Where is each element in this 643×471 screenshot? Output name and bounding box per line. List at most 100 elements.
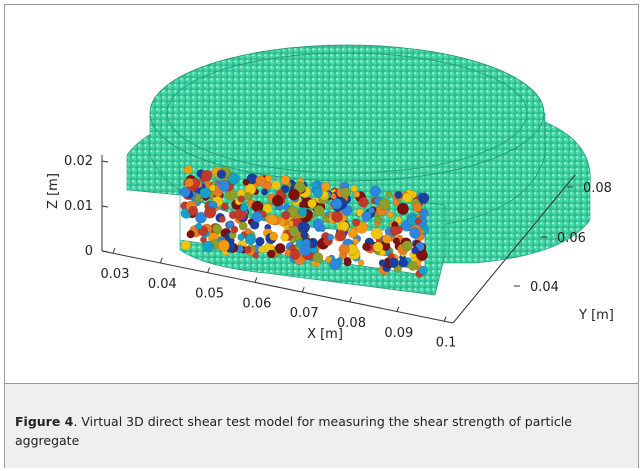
particle bbox=[181, 241, 191, 251]
particle bbox=[373, 242, 383, 252]
particle bbox=[281, 175, 290, 184]
tick bbox=[208, 268, 210, 273]
x-tick-label: 0.1 bbox=[436, 336, 457, 351]
particle bbox=[195, 223, 202, 230]
tick bbox=[255, 277, 257, 282]
particle bbox=[368, 207, 375, 214]
particle bbox=[390, 226, 400, 236]
particle bbox=[399, 258, 408, 267]
particle bbox=[335, 230, 346, 241]
particle bbox=[370, 186, 381, 197]
particle bbox=[245, 234, 256, 245]
particle bbox=[371, 228, 382, 239]
particle bbox=[403, 193, 413, 203]
y-axis-label: Y [m] bbox=[578, 308, 614, 323]
particle bbox=[358, 260, 364, 266]
particle bbox=[418, 193, 429, 204]
particle bbox=[180, 187, 190, 197]
x-tick-label: 0.07 bbox=[290, 306, 319, 321]
particle bbox=[212, 224, 222, 234]
particle bbox=[218, 240, 230, 252]
particle bbox=[408, 261, 418, 271]
tick bbox=[160, 258, 162, 263]
particle bbox=[282, 211, 290, 219]
particle bbox=[202, 241, 213, 252]
particle bbox=[312, 181, 319, 188]
particle bbox=[240, 204, 248, 212]
particle bbox=[243, 179, 249, 185]
z-tick-label: 0.02 bbox=[64, 154, 93, 169]
particle bbox=[261, 189, 268, 196]
particle bbox=[256, 176, 266, 186]
particle bbox=[258, 246, 265, 253]
particle bbox=[410, 228, 421, 239]
particle bbox=[389, 258, 399, 268]
particle bbox=[327, 234, 334, 241]
particle bbox=[415, 218, 421, 224]
particle bbox=[387, 212, 394, 219]
x-tick-label: 0.09 bbox=[384, 326, 413, 341]
particle bbox=[231, 226, 238, 233]
particle bbox=[201, 170, 212, 181]
particle bbox=[221, 203, 228, 210]
particle bbox=[383, 234, 392, 243]
particle bbox=[299, 208, 307, 216]
particle bbox=[319, 226, 325, 232]
x-tick-label: 0.05 bbox=[195, 287, 224, 302]
particle bbox=[351, 185, 358, 192]
z-tick-label: 0.01 bbox=[64, 199, 93, 214]
particle bbox=[269, 232, 278, 241]
particle bbox=[322, 216, 329, 223]
particle bbox=[187, 230, 195, 238]
particle bbox=[420, 209, 428, 217]
x-tick-label: 0.04 bbox=[148, 277, 177, 292]
tick bbox=[102, 251, 108, 252]
particle bbox=[299, 201, 305, 207]
particle bbox=[267, 215, 277, 225]
particle bbox=[301, 231, 309, 239]
caption-text: . Virtual 3D direct shear test model for… bbox=[15, 414, 572, 448]
x-tick-label: 0.06 bbox=[242, 296, 271, 311]
particle bbox=[393, 199, 400, 206]
particle bbox=[352, 219, 360, 227]
particle bbox=[313, 252, 323, 262]
particle bbox=[332, 212, 343, 223]
particle bbox=[354, 191, 360, 197]
particle bbox=[308, 199, 317, 208]
caption: Figure 4. Virtual 3D direct shear test m… bbox=[15, 412, 615, 450]
particle bbox=[341, 187, 351, 197]
particle bbox=[339, 221, 349, 231]
particle bbox=[244, 246, 251, 253]
particle bbox=[244, 192, 252, 200]
particle bbox=[413, 203, 422, 212]
particle bbox=[314, 205, 324, 215]
tick bbox=[113, 248, 115, 253]
particle bbox=[344, 258, 352, 266]
particle bbox=[386, 191, 392, 197]
particle bbox=[200, 188, 211, 199]
particle bbox=[272, 181, 281, 190]
particle bbox=[290, 250, 300, 260]
particle bbox=[379, 198, 391, 210]
particle bbox=[395, 191, 403, 199]
tick bbox=[302, 287, 304, 292]
tick bbox=[102, 161, 108, 162]
x-tick-label: 0.03 bbox=[101, 267, 130, 282]
particle bbox=[275, 243, 285, 253]
particle bbox=[184, 166, 193, 175]
particle bbox=[219, 216, 226, 223]
y-tick-label: 0.08 bbox=[583, 181, 612, 196]
specimen-model bbox=[127, 45, 590, 295]
particle bbox=[379, 260, 386, 267]
particle bbox=[362, 243, 370, 251]
z-tick-label: 0 bbox=[85, 244, 93, 259]
particle bbox=[288, 189, 299, 200]
caption-label: Figure 4 bbox=[15, 414, 73, 429]
particle bbox=[419, 266, 428, 275]
tick bbox=[102, 206, 108, 207]
particle bbox=[219, 180, 230, 191]
particle bbox=[209, 185, 216, 192]
particle bbox=[272, 195, 283, 206]
particle bbox=[228, 173, 239, 184]
